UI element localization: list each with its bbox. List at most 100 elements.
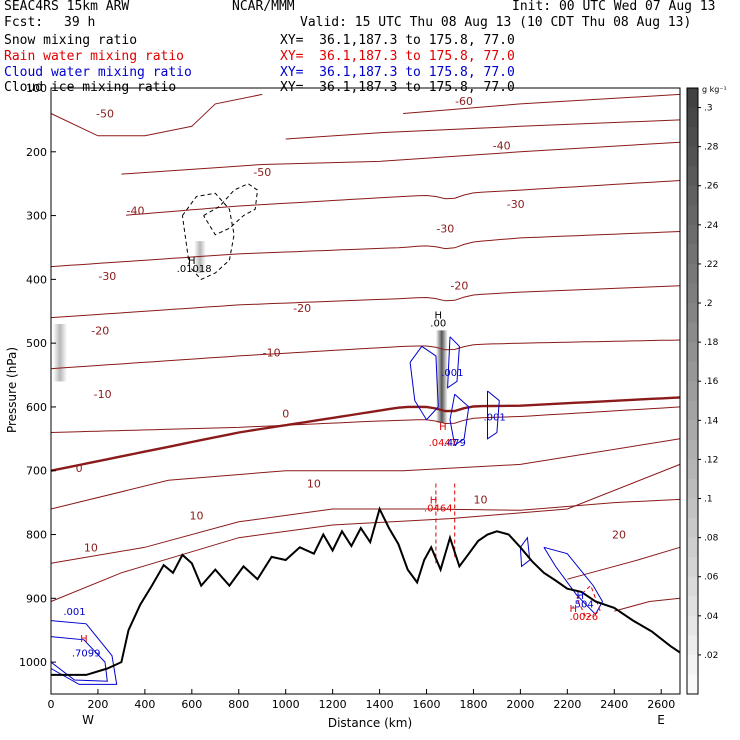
mixing-ratio-label: H <box>430 495 438 506</box>
mixing-ratio-label: H <box>569 604 577 615</box>
y-tick-label: 900 <box>26 592 47 605</box>
temperature-contours <box>50 93 681 612</box>
colorbar-step <box>687 635 698 656</box>
cloud-ice-contour <box>203 183 259 236</box>
isotherm-label: -30 <box>98 270 116 283</box>
mixing-ratio-label: .0447 <box>429 438 458 449</box>
isotherm-line <box>50 93 263 137</box>
colorbar-tick-label: .3 <box>704 104 713 114</box>
y-axis-title: Pressure (hPa) <box>5 347 19 433</box>
x-tick-label: 2000 <box>506 698 534 711</box>
isotherm-line <box>50 498 681 564</box>
colorbar-step <box>687 459 698 480</box>
colorbar-step <box>687 224 698 245</box>
mixing-ratio-label: .479 <box>444 438 466 449</box>
isotherm-label: 20 <box>612 529 626 542</box>
terrain-layer <box>51 506 681 676</box>
isotherm-line <box>403 93 681 114</box>
isotherm-label: -30 <box>436 222 454 235</box>
shading-left <box>53 324 67 382</box>
y-tick-label: 1000 <box>19 656 47 669</box>
isotherm-line <box>50 463 681 602</box>
mixing-ratio-contours <box>50 183 604 685</box>
colorbar-step <box>687 361 698 382</box>
axes-layer: 0 200 400 600 800 1000 1200 1400 1600 1800 2000 220… <box>19 82 675 711</box>
colorbar-tick-label: .28 <box>704 143 719 153</box>
x-tick-label: 1600 <box>413 698 441 711</box>
forecast-hour: 39 h <box>64 15 96 30</box>
plot-frame <box>50 87 681 695</box>
colorbar-tick-label: .18 <box>704 338 719 348</box>
isotherm-label: 10 <box>474 493 488 506</box>
mixing-ratio-label: H <box>80 634 88 645</box>
org-label: NCAR/MMM <box>232 0 295 14</box>
colorbar-step <box>687 654 698 675</box>
isotherm-line <box>50 406 681 433</box>
x-tick-label: 1400 <box>366 698 394 711</box>
colorbar-step <box>687 615 698 636</box>
x-tick-label: 2200 <box>553 698 581 711</box>
y-tick-label: 400 <box>26 273 47 286</box>
cloud-water-contour <box>447 336 460 389</box>
colorbar-step <box>687 283 698 304</box>
y-tick-label: 300 <box>26 210 47 223</box>
cloud-water-contour <box>487 390 500 440</box>
isotherm-label: 10 <box>307 477 321 490</box>
mixing-ratio-label: H <box>576 591 584 602</box>
isotherm-label: -50 <box>96 108 114 121</box>
isotherm-line <box>50 438 681 510</box>
isotherm-label: -40 <box>127 204 145 217</box>
x-tick-label: 1200 <box>319 698 347 711</box>
field-rain-label: Rain water mixing ratio <box>4 49 185 64</box>
colorbar-step <box>687 303 698 324</box>
field-cloudwater-label: Cloud water mixing ratio <box>4 65 192 80</box>
colorbar-tick-label: .06 <box>704 573 719 583</box>
x-tick-label: 0 <box>48 698 55 711</box>
isotherm-label: 10 <box>84 541 98 554</box>
isotherm-label: -60 <box>455 95 473 108</box>
colorbar-step <box>687 88 698 109</box>
colorbar-tick-label: .1 <box>704 495 713 505</box>
model-title: SEAC4RS 15km ARW <box>4 0 130 14</box>
colorbar-tick-label: .2 <box>704 299 713 309</box>
terrain-line <box>51 506 681 676</box>
colorbar-step <box>687 263 698 284</box>
forecast-label: Fcst: <box>4 15 44 30</box>
isotherm-label: -10 <box>94 388 112 401</box>
init-time: Init: 00 UTC Wed 07 Aug 13 <box>512 0 716 14</box>
colorbar-tick-label: .22 <box>704 260 718 270</box>
isotherm-line <box>121 141 681 175</box>
x-tick-label: 1800 <box>459 698 487 711</box>
colorbar-step <box>687 127 698 148</box>
colorbar-step <box>687 576 698 597</box>
isotherm-label: -20 <box>293 302 311 315</box>
mixing-ratio-label: .001 <box>483 413 505 424</box>
west-label: W <box>82 713 94 727</box>
contour-labels: -60 -50 -50 -40 -40 -30 -30 -30 -20 -20 -20 -10 -10 0… <box>63 95 626 660</box>
shading-ice <box>194 241 206 273</box>
colorbar-step <box>687 381 698 402</box>
colorbar-step <box>687 107 698 128</box>
colorbar-tick-label: .12 <box>704 455 718 465</box>
shading-layer <box>53 241 448 423</box>
mixing-ratio-label: H <box>439 422 447 433</box>
field-snow-xy: XY= 36.1,187.3 to 175.8, 77.0 <box>280 33 515 48</box>
colorbar-step <box>687 674 698 695</box>
field-cloudwater-xy: XY= 36.1,187.3 to 175.8, 77.0 <box>280 65 515 80</box>
y-tick-label: 700 <box>26 465 47 478</box>
valid-time: Valid: 15 UTC Thu 08 Aug 13 (10 CDT Thu … <box>300 15 692 30</box>
mixing-ratio-label: .01018 <box>177 264 212 275</box>
colorbar-tick-label: .24 <box>704 221 719 231</box>
mixing-ratio-label: .7099 <box>72 649 101 660</box>
isotherm-label: -10 <box>263 347 281 360</box>
east-label: E <box>657 713 665 727</box>
isotherm-label: -20 <box>450 280 468 293</box>
y-tick-label: 500 <box>26 337 47 350</box>
x-tick-label: 400 <box>134 698 155 711</box>
colorbar-step <box>687 400 698 421</box>
isotherm-line <box>614 597 681 612</box>
isotherm-label: 0 <box>282 407 289 420</box>
x-tick-label: 800 <box>228 698 249 711</box>
isotherm-label: -30 <box>507 198 525 211</box>
